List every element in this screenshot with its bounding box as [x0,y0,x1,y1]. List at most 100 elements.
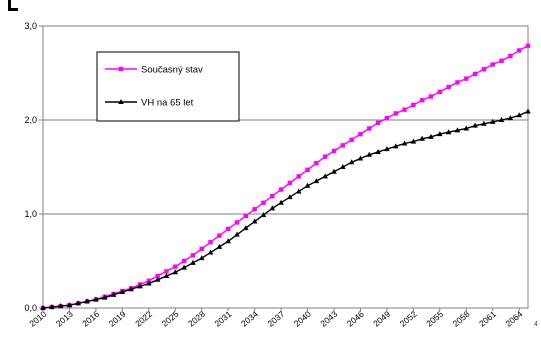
page-number: 4 [534,321,538,328]
data-point [358,131,363,137]
data-point [463,125,470,131]
data-point [349,137,354,142]
data-point [305,167,310,173]
data-point [348,159,355,165]
data-point [163,273,170,279]
data-point [313,178,320,184]
data-point [366,151,373,157]
legend-marker [118,66,124,72]
x-tick-label: 2040 [292,309,313,329]
data-point [401,140,408,146]
data-point [437,131,443,137]
y-tick-label: 3,0 [24,21,37,31]
data-point [393,111,398,116]
data-point [331,168,337,174]
data-point [375,120,381,126]
data-point [481,67,487,72]
data-point [234,231,240,237]
data-point [128,286,134,292]
data-point [270,193,275,199]
data-point [375,148,381,154]
series-line [42,110,529,309]
data-point [243,213,249,219]
data-point [154,276,161,282]
data-point [225,238,231,244]
data-point [419,98,425,103]
data-point [464,76,469,81]
data-point [261,200,266,205]
data-point [172,269,179,275]
legend-item: Současný stav [105,65,203,76]
x-tick-label: 2013 [54,309,75,329]
data-point [137,283,143,289]
data-point [207,249,214,255]
data-point [428,133,434,139]
data-point [481,120,487,126]
x-tick-label: 2055 [424,309,445,329]
data-point [57,303,64,309]
data-point [198,255,205,261]
data-point [472,71,478,77]
data-point [252,207,257,212]
data-point [428,94,434,99]
data-point [322,154,328,159]
data-point [304,182,311,188]
data-point [260,211,267,217]
data-point [392,143,399,149]
data-point [410,138,417,144]
data-point [101,294,108,300]
data-point [199,246,204,251]
x-tick-label: 2064 [504,309,525,329]
data-point [251,218,258,224]
data-point [208,240,213,245]
data-point [75,300,82,306]
data-point [498,117,505,122]
data-point [110,291,117,297]
x-tick-label: 2028 [186,309,207,329]
y-tick-label: 0,0 [24,303,37,313]
x-tick-label: 2031 [213,309,234,329]
data-point [411,102,416,108]
data-point [437,89,443,94]
data-point [66,302,73,308]
data-point [164,269,169,274]
data-point [446,84,451,90]
legend-item: VH na 65 let [105,98,194,109]
data-point [472,122,478,128]
data-point [455,80,460,85]
data-point [445,129,452,135]
data-point [516,112,522,118]
y-tick-label: 2,0 [24,115,37,125]
x-tick-label: 2037 [265,309,286,329]
x-tick-label: 2049 [371,309,392,329]
data-point [93,296,99,302]
data-point [155,273,160,279]
data-point [525,108,531,114]
x-axis: 2010 2013 2016 2019 2022 2025 2028 2031 2034 2037… [27,308,525,329]
data-point [454,127,461,133]
x-tick-label: 2016 [80,309,101,329]
data-point [287,194,293,200]
corner-mark [8,0,18,11]
data-point [499,58,504,63]
legend-label: Současný stav [141,65,203,76]
data-point [490,62,495,67]
data-point [295,188,302,194]
data-point [357,155,364,161]
legend-label: VH na 65 let [141,98,194,109]
x-tick-label: 2052 [398,309,419,329]
data-point [525,43,531,48]
x-tick-label: 2043 [318,309,339,329]
data-point [278,187,284,192]
data-point [331,148,337,154]
data-point [225,226,231,232]
data-point [340,143,346,148]
legend-marker [118,99,124,104]
data-point [419,135,425,141]
data-point [278,199,284,205]
y-axis: 0,0 1,0 2,0 3,0 [24,21,43,313]
data-point [173,264,178,269]
data-point [84,298,90,304]
x-tick-label: 2061 [477,309,498,329]
